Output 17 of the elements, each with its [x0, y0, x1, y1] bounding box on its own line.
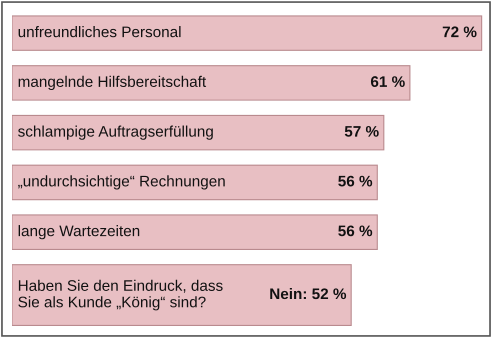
y-tick-label: „undurchsichtige“ Rechnungen	[18, 175, 225, 190]
data-label: 72 %	[442, 26, 477, 38]
data-label: 57 %	[344, 126, 379, 137]
data-label: 56 %	[338, 225, 372, 236]
y-tick-label: unfreundliches Personal	[18, 26, 181, 38]
bar	[12, 164, 378, 200]
y-tick-label: mangelnde Hilfsbereitschaft	[18, 76, 206, 90]
data-label: 56 %	[338, 176, 372, 187]
y-tick-label: schlampige Auftragserfüllung	[18, 126, 213, 140]
y-tick-label: Haben Sie den Eindruck, dass Sie als Kunde „König“ sind?	[18, 280, 223, 310]
bar	[12, 65, 410, 101]
data-label: 61 %	[370, 76, 405, 87]
bar	[12, 114, 384, 150]
bar	[12, 15, 482, 51]
bar	[12, 214, 378, 250]
data-label: Nein: 52 %	[270, 288, 346, 300]
y-tick-label: lange Wartezeiten	[18, 225, 140, 240]
